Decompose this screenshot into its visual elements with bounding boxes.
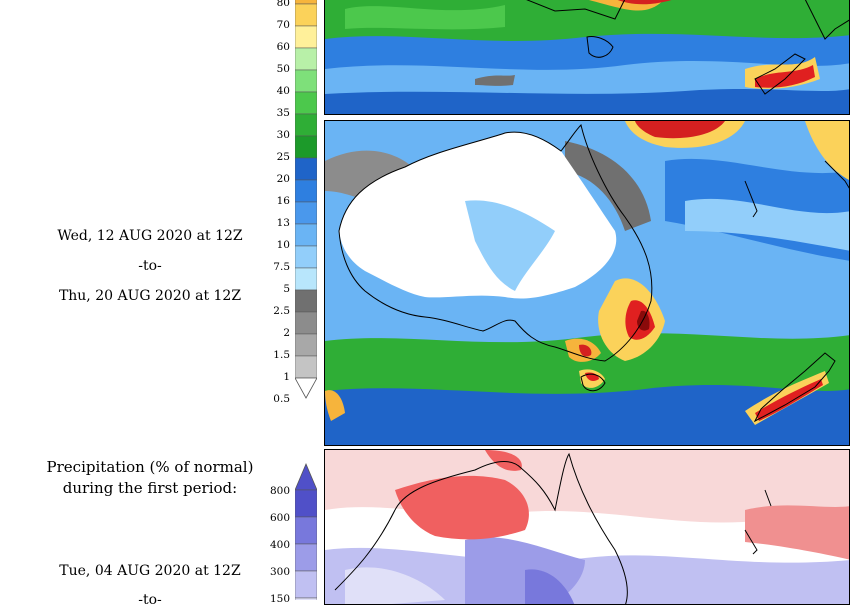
precip-tick-label: 25 [276, 151, 290, 163]
precip-colorbar-band [295, 179, 317, 203]
precip-colorbar-band [295, 69, 317, 93]
anomaly-start-date: Tue, 04 AUG 2020 at 12Z [59, 563, 241, 579]
precip-tick-label: 1.5 [273, 349, 290, 361]
precip-colorbar-end-arrow [295, 377, 317, 399]
precip-tick-label: 50 [276, 63, 290, 75]
map-panel-top [324, 0, 850, 115]
anomaly-colorbar [295, 462, 317, 600]
precip-tick-label: 13 [276, 217, 290, 229]
precip-tick-label: 40 [276, 85, 290, 97]
precip-colorbar-band [295, 25, 317, 49]
precip-tick-label: 80 [276, 0, 290, 9]
precip-tick-label: 2 [283, 327, 290, 339]
map-panel-main [324, 120, 850, 446]
precip-map-top [325, 0, 849, 114]
precip-colorbar-band [295, 355, 317, 379]
precip-colorbar-band [295, 311, 317, 335]
anomaly-tick-label: 800 [269, 485, 290, 497]
precip-colorbar-band [295, 157, 317, 181]
anomaly-colorbar-band [295, 597, 317, 600]
precip-colorbar-band [295, 47, 317, 71]
anomaly-colorbar-band [295, 489, 317, 518]
anomaly-tick-label: 600 [269, 512, 290, 524]
anomaly-map [325, 450, 849, 604]
precip-colorbar [295, 0, 317, 420]
precip-tick-label: 7.5 [273, 261, 290, 273]
precip-tick-label: 70 [276, 19, 290, 31]
precip-tick-label: 1 [283, 371, 290, 383]
period-separator: -to- [138, 258, 162, 274]
anomaly-title: Precipitation (% of normal) during the f… [46, 458, 254, 497]
anomaly-tick-label: 400 [269, 539, 290, 551]
anomaly-tick-label: 150 [269, 593, 290, 605]
precip-colorbar-band [295, 3, 317, 27]
period-end-date: Thu, 20 AUG 2020 at 12Z [58, 288, 242, 304]
anomaly-tick-label: 300 [269, 566, 290, 578]
precip-tick-label: 5 [283, 283, 290, 295]
precip-colorbar-band [295, 201, 317, 225]
anomaly-colorbar-band [295, 570, 317, 599]
precip-colorbar-band [295, 333, 317, 357]
precip-map-main [325, 121, 849, 445]
precip-tick-label: 60 [276, 41, 290, 53]
precip-tick-label: 30 [276, 129, 290, 141]
precip-colorbar-band [295, 0, 317, 5]
anomaly-colorbar-svg [295, 462, 317, 600]
precip-tick-label: 2.5 [273, 305, 290, 317]
precip-colorbar-band [295, 135, 317, 159]
precip-colorbar-band [295, 91, 317, 115]
precip-tick-label: 20 [276, 173, 290, 185]
map-panel-anomaly [324, 449, 850, 605]
precip-colorbar-svg [295, 0, 317, 399]
precip-tick-label: 0.5 [273, 393, 290, 405]
period-start-date: Wed, 12 AUG 2020 at 12Z [57, 228, 243, 244]
precip-colorbar-band [295, 113, 317, 137]
precip-tick-label: 35 [276, 107, 290, 119]
precip-tick-label: 16 [276, 195, 290, 207]
anomaly-colorbar-band [295, 516, 317, 545]
anomaly-colorbar-band [295, 543, 317, 572]
precip-tick-label: 10 [276, 239, 290, 251]
anomaly-colorbar-top-arrow [295, 462, 317, 491]
